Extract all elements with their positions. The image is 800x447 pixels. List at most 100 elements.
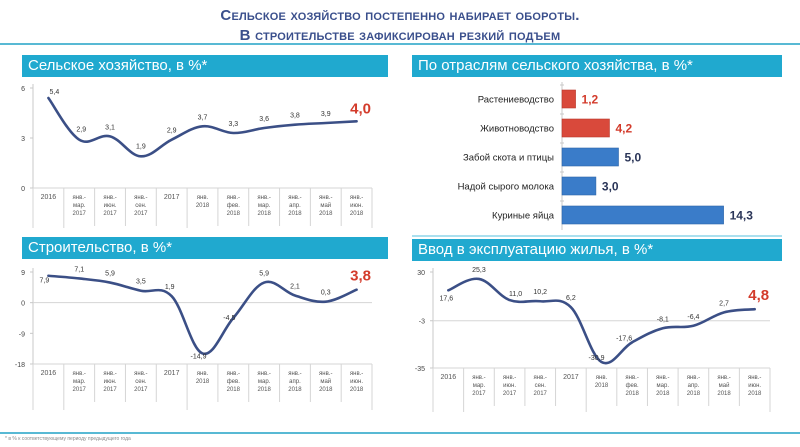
x-category-label: 2018 <box>319 211 333 217</box>
branches-bar-chart: Растениеводство 1,2 Животноводство 4,2 Забой… <box>412 82 782 237</box>
y-tick-label: 6 <box>21 86 25 93</box>
y-tick-label: 30 <box>417 270 425 277</box>
headline-line-2: В строительстве зафиксирован резкий подъ… <box>239 27 561 44</box>
x-category-label: мар. <box>258 203 271 209</box>
data-label: 3,8 <box>290 113 300 120</box>
x-category-label: 2017 <box>563 374 579 381</box>
x-category-label: янв.- <box>534 375 547 381</box>
x-category-label: 2018 <box>196 203 210 209</box>
data-label: 1,9 <box>136 143 146 150</box>
data-label: 5,4 <box>50 89 60 96</box>
data-label: 25,3 <box>472 267 486 274</box>
branches-panel-title: По отраслям сельского хозяйства, в %* <box>412 55 782 77</box>
data-line <box>447 277 756 365</box>
data-label: 5,9 <box>259 271 269 278</box>
x-category-label: сен. <box>135 379 147 385</box>
x-category-label: 2016 <box>41 194 57 201</box>
agri-line-chart: 6 3 0 2016 янв.- мар. 2017 янв.- июн. 2017 янв.- се… <box>21 84 373 228</box>
latest-value-label: 3,8 <box>350 268 371 285</box>
housing-line-chart: 30 -3 -35 2016 янв.- мар. 2017 янв.- июн. 2017 янв… <box>415 267 771 412</box>
x-category-label: 2017 <box>164 194 180 201</box>
bar <box>561 176 597 196</box>
x-category-label: янв.- <box>350 195 363 201</box>
bar-value-label: 5,0 <box>625 151 642 165</box>
x-category-label: янв. <box>197 195 209 201</box>
bar-value-label: 1,2 <box>582 93 599 107</box>
x-category-label: 2018 <box>656 391 670 397</box>
y-tick-label: -18 <box>15 362 25 369</box>
x-category-label: 2018 <box>595 383 609 389</box>
data-label: 0,3 <box>321 290 331 297</box>
x-category-label: янв.- <box>656 375 669 381</box>
data-label: -30,9 <box>589 355 605 362</box>
data-label: 3,1 <box>105 124 115 131</box>
x-category-label: сен. <box>535 383 547 389</box>
x-category-label: янв.- <box>73 371 86 377</box>
construction-panel-title: Строительство, в %* <box>22 237 388 259</box>
x-category-label: 2016 <box>41 370 57 377</box>
top-divider <box>0 43 800 45</box>
x-category-label: янв.- <box>717 375 730 381</box>
data-label: 10,2 <box>533 289 547 296</box>
x-category-label: мар. <box>657 383 670 389</box>
data-label: -6,4 <box>687 314 699 321</box>
x-category-label: июн. <box>503 383 516 389</box>
x-category-label: 2018 <box>625 391 639 397</box>
x-category-label: мар. <box>73 379 86 385</box>
data-line <box>47 274 358 355</box>
housing-panel-title: Ввод в эксплуатацию жилья, в %* <box>412 239 782 261</box>
bar <box>561 118 610 138</box>
bar-category-label: Растениеводство <box>478 95 554 106</box>
y-tick-label: 0 <box>21 186 25 193</box>
x-category-label: янв.- <box>319 371 332 377</box>
data-label: -4,5 <box>223 315 235 322</box>
x-category-label: апр. <box>688 383 700 389</box>
data-label: 3,9 <box>321 111 331 118</box>
x-category-label: апр. <box>289 203 301 209</box>
x-category-label: янв.- <box>73 195 86 201</box>
x-category-label: май <box>320 378 331 385</box>
x-category-label: 2018 <box>257 387 271 393</box>
data-label: 2,9 <box>76 127 86 134</box>
data-label: 5,9 <box>105 271 115 278</box>
x-category-label: мар. <box>258 379 271 385</box>
bar <box>561 147 619 167</box>
x-category-label: 2018 <box>227 387 241 393</box>
data-label: -8,1 <box>657 316 669 323</box>
x-category-label: янв.- <box>319 195 332 201</box>
construction-line-chart: 9 0 -9 -18 2016 янв.- мар. 2017 янв.- июн. 2017 янв… <box>15 266 373 410</box>
x-category-label: 2017 <box>103 387 117 393</box>
data-label: 3,3 <box>228 121 238 128</box>
x-category-label: янв. <box>596 375 608 381</box>
page-headline: Сельское хозяйство постепенно набирает о… <box>0 6 800 46</box>
x-category-label: июн. <box>748 383 761 389</box>
x-category-label: фев. <box>626 383 639 389</box>
x-category-label: 2018 <box>350 387 364 393</box>
bar-category-label: Животноводство <box>480 124 554 135</box>
data-label: 3,6 <box>259 116 269 123</box>
y-tick-label: 0 <box>21 301 25 308</box>
data-line <box>47 96 358 158</box>
x-category-label: июн. <box>104 203 117 209</box>
headline-line-1: Сельское хозяйство постепенно набирает о… <box>220 7 580 24</box>
data-label: 7,9 <box>40 278 50 285</box>
x-category-label: 2017 <box>134 387 148 393</box>
data-label: 17,6 <box>440 295 454 302</box>
bar-value-label: 3,0 <box>602 180 619 194</box>
x-category-label: янв.- <box>227 195 240 201</box>
x-category-label: 2017 <box>73 211 87 217</box>
x-category-label: 2016 <box>441 374 457 381</box>
y-tick-label: -3 <box>419 319 425 326</box>
bar <box>561 89 576 109</box>
data-label: 3,5 <box>136 279 146 286</box>
data-label: 2,1 <box>290 284 300 291</box>
x-category-label: 2018 <box>196 379 210 385</box>
x-category-label: фев. <box>227 379 240 385</box>
x-category-label: июн. <box>350 379 363 385</box>
bar-category-label: Куриные яйца <box>492 211 555 222</box>
data-label: 2,9 <box>167 128 177 135</box>
x-category-label: 2018 <box>717 391 731 397</box>
data-label: 3,7 <box>198 114 208 121</box>
x-category-label: 2018 <box>748 391 762 397</box>
x-category-label: янв.- <box>134 195 147 201</box>
